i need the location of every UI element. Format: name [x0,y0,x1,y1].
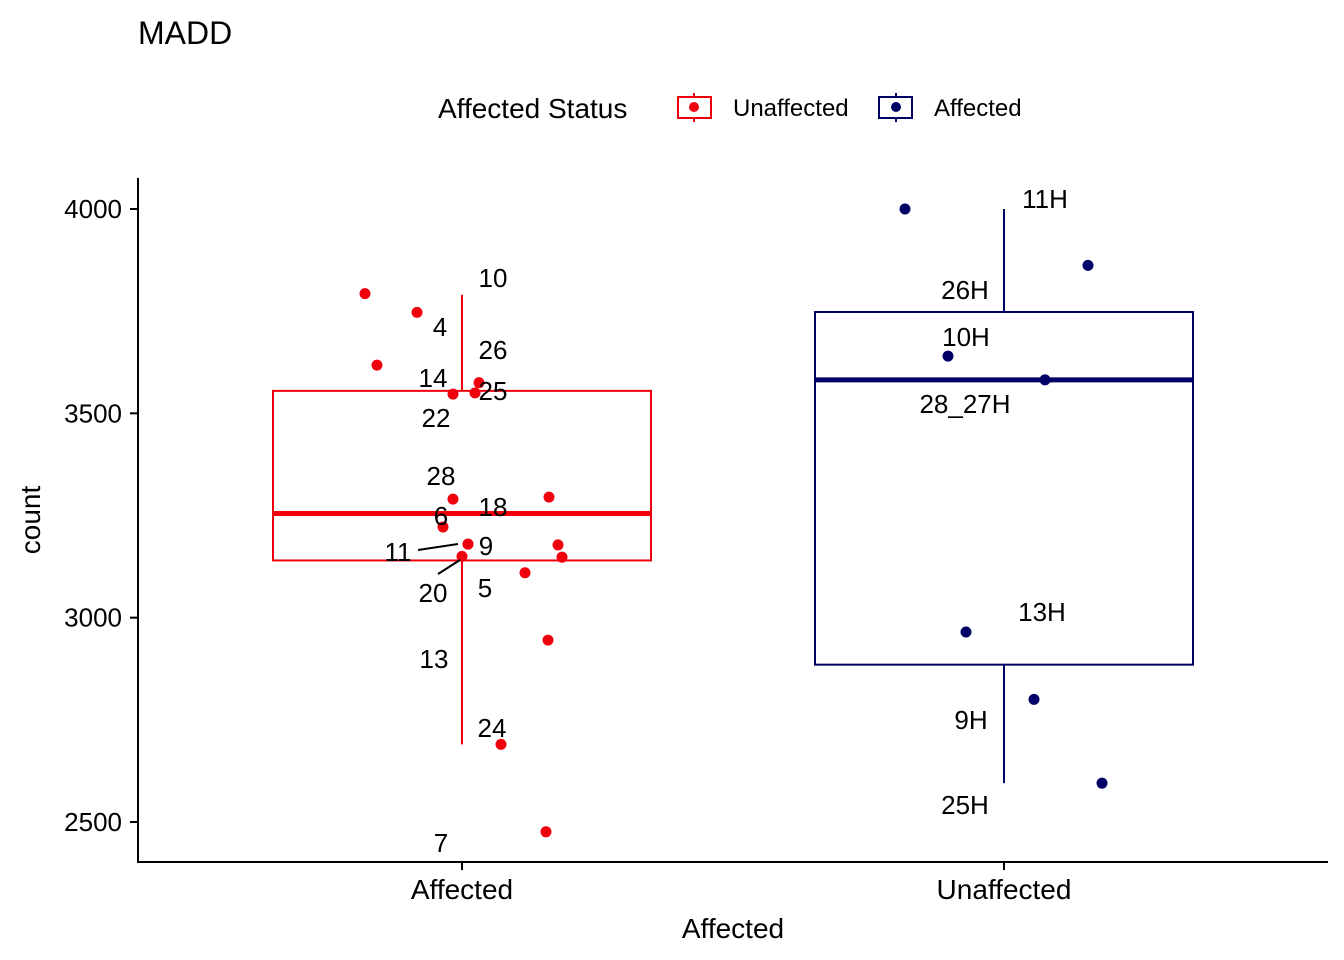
point-label: 24 [478,713,507,743]
x-tick-label: Affected [411,874,513,905]
point-label: 11H [1022,184,1068,214]
axes: 2500 3000 3500 4000 Affected Unaffected Affe… [15,178,1328,944]
box-iqr [814,310,1194,666]
point-label: 28 [427,461,456,491]
label-leader-line [417,543,459,551]
data-point [543,491,555,503]
y-tick-label: 2500 [64,807,122,837]
box-iqr [272,389,652,562]
x-axis-label: Affected [682,913,784,944]
point-label: 5 [478,573,492,603]
point-label: 20 [419,578,448,608]
data-point [1028,693,1040,705]
point-label: 13H [1018,597,1066,627]
y-tick-label: 3500 [64,398,122,428]
legend-key-unaffected [677,93,712,122]
point-label: 14 [419,363,448,393]
data-point [1039,374,1051,386]
data-point [371,359,383,371]
point-label: 13 [420,644,449,674]
point-label: 26 [479,335,508,365]
data-point [960,626,972,638]
y-axis-label: count [15,486,46,555]
point-label: 7 [434,828,448,858]
data-point [552,539,564,551]
point-label: 4 [433,312,447,342]
legend-title: Affected Status [438,93,627,124]
data-point [447,388,459,400]
legend: Affected Status Unaffected Affected [438,93,1022,124]
data-point [462,538,474,550]
data-point [469,387,481,399]
x-ticks: Affected Unaffected [411,862,1072,905]
chart-title: MADD [138,15,232,51]
data-point [411,306,423,318]
point-label: 6 [434,501,448,531]
data-point [473,377,485,389]
y-tick-label: 3000 [64,603,122,633]
data-point [540,826,552,838]
data-point [556,551,568,563]
data-point [1096,777,1108,789]
point-label: 11 [385,537,412,567]
point-label: 10 [479,263,508,293]
label-leader-line [437,559,461,575]
y-ticks: 2500 3000 3500 4000 [64,194,138,837]
point-label: 9H [954,705,987,735]
legend-label-unaffected: Unaffected [733,95,849,122]
data-point [437,521,449,533]
data-point [942,350,954,362]
data-point [456,550,468,562]
box-group-unaffected: 11H 26H 10H 28_27H 13H 9H 25H [814,184,1194,820]
data-point [1082,259,1094,271]
data-point [542,634,554,646]
data-point [447,493,459,505]
legend-label-affected: Affected [934,95,1022,122]
point-label: 25H [941,790,989,820]
point-label: 26H [941,275,989,305]
data-point [495,738,507,750]
point-label: 25 [479,376,508,406]
data-point [359,288,371,300]
point-label: 22 [422,403,451,433]
point-label: 28_27H [919,389,1010,419]
data-point [519,567,531,579]
y-tick-label: 4000 [64,194,122,224]
x-tick-label: Unaffected [937,874,1072,905]
legend-key-affected [878,93,913,122]
point-label: 10H [942,322,990,352]
point-label: 18 [479,492,508,522]
point-label: 9 [479,531,493,561]
data-point [899,203,911,215]
